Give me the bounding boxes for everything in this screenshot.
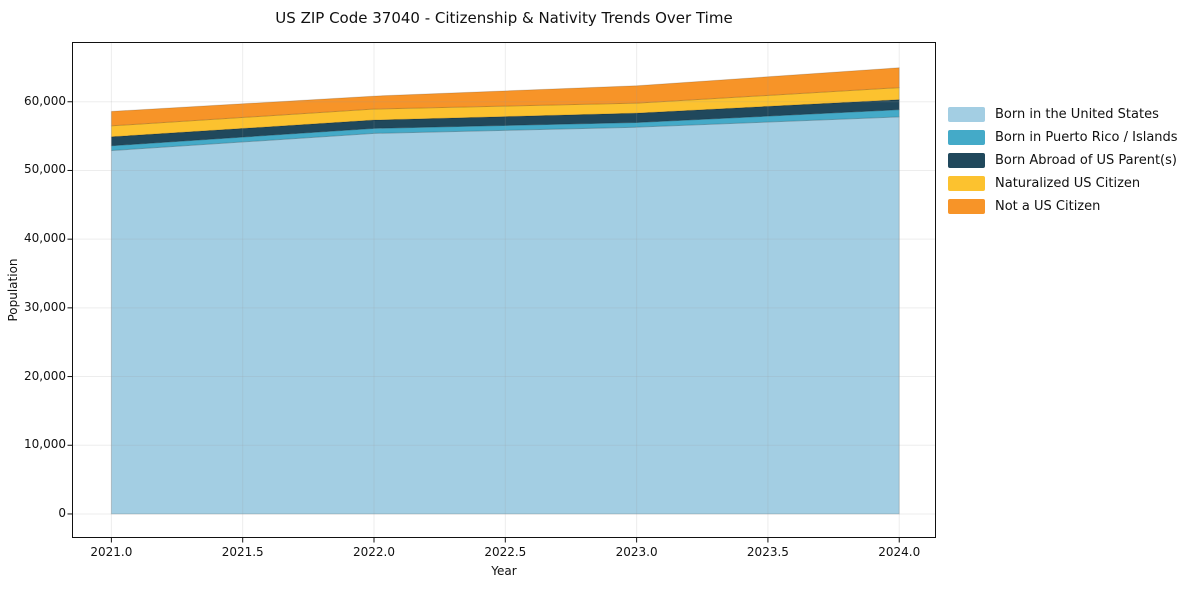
legend-item: Naturalized US Citizen (948, 172, 1178, 195)
x-tick-label: 2022.5 (484, 545, 527, 559)
y-tick-label: 0 (58, 505, 66, 520)
x-tick-label: 2021.5 (221, 545, 264, 559)
y-tick-label: 20,000 (24, 368, 66, 383)
area-series (110, 87, 900, 138)
legend-swatch (948, 199, 985, 214)
x-tick-label: 2023.0 (615, 545, 658, 559)
y-tick-label: 60,000 (24, 93, 66, 108)
x-tick-label: 2023.5 (746, 545, 789, 559)
legend-label: Naturalized US Citizen (995, 176, 1141, 191)
y-tick-label: 40,000 (24, 231, 66, 246)
legend-label: Born in Puerto Rico / Islands (995, 130, 1178, 145)
x-tick-label: 2024.0 (878, 545, 921, 559)
area-series (110, 67, 900, 127)
legend-swatch (948, 176, 985, 191)
legend: Born in the United States Born in Puerto … (948, 103, 1178, 218)
legend-label: Born in the United States (995, 107, 1159, 122)
legend-item: Not a US Citizen (948, 195, 1178, 218)
chart-title: US ZIP Code 37040 - Citizenship & Nativi… (275, 9, 733, 27)
plot-frame (72, 42, 936, 538)
legend-swatch (948, 153, 985, 168)
area-series (110, 109, 900, 152)
plot-area (67, 42, 936, 543)
legend-item: Born Abroad of US Parent(s) (948, 149, 1178, 172)
x-axis-label: Year (491, 564, 517, 578)
y-tick-label: 50,000 (24, 162, 66, 177)
legend-item: Born in the United States (948, 103, 1178, 126)
legend-label: Born Abroad of US Parent(s) (995, 153, 1177, 168)
legend-label: Not a US Citizen (995, 199, 1101, 214)
legend-item: Born in Puerto Rico / Islands (948, 126, 1178, 149)
x-tick-label: 2021.0 (90, 545, 133, 559)
y-tick-label: 10,000 (24, 437, 66, 452)
x-tick-label: 2022.0 (353, 545, 395, 559)
y-tick-label: 30,000 (24, 299, 66, 314)
legend-swatch (948, 107, 985, 122)
legend-swatch (948, 130, 985, 145)
